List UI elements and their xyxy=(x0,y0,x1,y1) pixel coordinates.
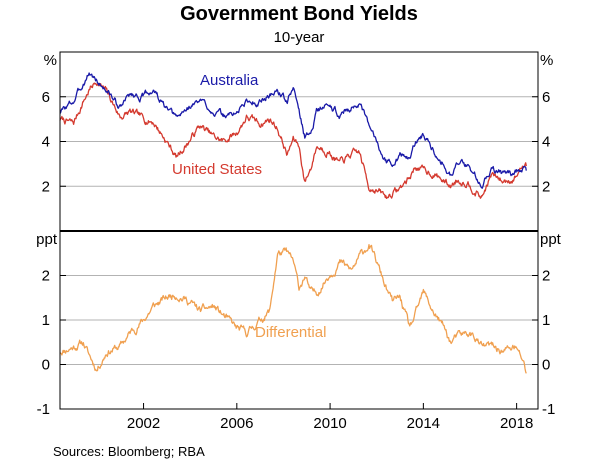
top-ytick-label-right: 2 xyxy=(542,178,550,195)
top-ytick-label-left: 6 xyxy=(42,89,50,106)
top-panel-gridlines xyxy=(60,96,538,187)
top-ytick-label-right: 4 xyxy=(542,134,550,151)
united-states-label: United States xyxy=(172,161,262,178)
bottom-ytick-label-left: 0 xyxy=(42,357,50,374)
x-tick-label: 2010 xyxy=(313,415,346,432)
us-yield-line xyxy=(59,82,527,200)
top-unit-label-right: % xyxy=(540,52,553,69)
bottom-ytick-label-right: -1 xyxy=(542,401,555,418)
bottom-ytick-label-right: 2 xyxy=(542,268,550,285)
differential-label: Differential xyxy=(255,324,326,341)
bottom-unit-label-right: ppt xyxy=(540,231,562,248)
differential-line xyxy=(59,244,527,374)
top-ytick-label-right: 6 xyxy=(542,89,550,106)
bottom-ytick-label-left: -1 xyxy=(37,401,50,418)
x-tick-label: 2018 xyxy=(500,415,533,432)
x-tick-label: 2002 xyxy=(127,415,160,432)
australia-label: Australia xyxy=(200,72,259,89)
x-tick-label: 2014 xyxy=(407,415,440,432)
chart-subtitle: 10-year xyxy=(273,29,325,46)
bottom-unit-label-left: ppt xyxy=(36,231,58,248)
x-tick-label: 2006 xyxy=(220,415,253,432)
australia-yield-line xyxy=(59,72,527,189)
axis-labels: 2 2 4 4 6 6% % -1 -1 0 0 1 1 2 2 ppt ppt 2002 2006 2010 2014… xyxy=(36,52,562,432)
bottom-ytick-label-right: 1 xyxy=(542,312,550,329)
bottom-ytick-label-left: 2 xyxy=(42,268,50,285)
bottom-ytick-label-right: 0 xyxy=(542,357,550,374)
top-ytick-label-left: 4 xyxy=(42,134,50,151)
bottom-panel-gridlines xyxy=(60,275,538,410)
bottom-ytick-label-left: 1 xyxy=(42,312,50,329)
chart-frame xyxy=(59,51,539,410)
top-unit-label-left: % xyxy=(44,52,57,69)
source-note: Sources: Bloomberg; RBA xyxy=(53,444,205,459)
top-ytick-label-left: 2 xyxy=(42,178,50,195)
series-layer xyxy=(59,72,527,374)
chart-title: Government Bond Yields xyxy=(180,3,418,25)
